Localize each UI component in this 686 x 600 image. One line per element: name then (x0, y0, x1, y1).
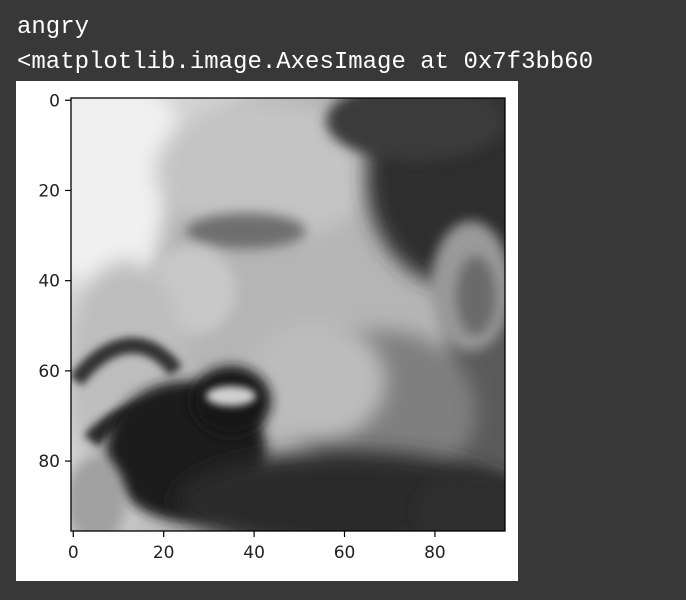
x-axis: 0 20 40 60 80 (68, 531, 446, 563)
output-label-text: angry (17, 14, 90, 41)
x-tick-label: 80 (424, 543, 446, 563)
x-tick-label: 0 (68, 543, 79, 563)
y-axis: 0 20 40 60 80 (38, 91, 71, 472)
x-tick-label: 60 (334, 543, 356, 563)
axes-frame (70, 97, 506, 532)
y-tick-label: 80 (38, 452, 60, 472)
y-tick-label: 40 (38, 272, 60, 292)
plot-figure: 0 20 40 60 80 0 20 40 60 80 (16, 81, 518, 581)
plot-svg: 0 20 40 60 80 0 20 40 60 80 (38, 91, 506, 563)
image-content (71, 98, 505, 531)
x-tick-label: 20 (153, 543, 175, 563)
y-tick-label: 20 (38, 181, 60, 201)
y-tick-label: 60 (38, 362, 60, 382)
y-tick-label: 0 (49, 91, 60, 111)
x-tick-label: 40 (243, 543, 265, 563)
output-repr-text: <matplotlib.image.AxesImage at 0x7f3bb60 (17, 49, 594, 76)
